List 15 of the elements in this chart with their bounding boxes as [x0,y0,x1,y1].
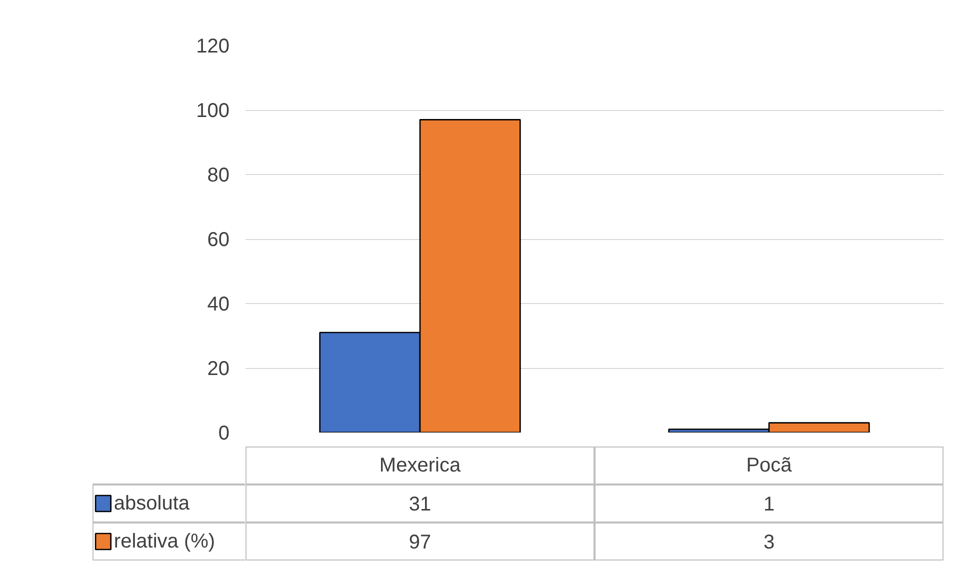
data-label: 31 [408,494,432,516]
y-tick-label: 80 [207,164,230,186]
x-tick-label: Mexerica [379,454,462,476]
data-label: 97 [408,532,432,554]
legend-label: absoluta [114,492,190,514]
legend-label: relativa (%) [114,530,216,552]
y-tick-label: 100 [196,100,230,122]
y-tick-label: 0 [218,422,230,444]
x-tick-label: Pocã [746,454,793,476]
y-tick-label: 40 [207,294,230,316]
y-tick-label: 120 [196,36,230,58]
y-tick-label: 20 [207,358,230,380]
data-label: 1 [763,494,775,516]
data-label: 3 [763,532,775,554]
y-tick-label: 60 [207,229,230,251]
